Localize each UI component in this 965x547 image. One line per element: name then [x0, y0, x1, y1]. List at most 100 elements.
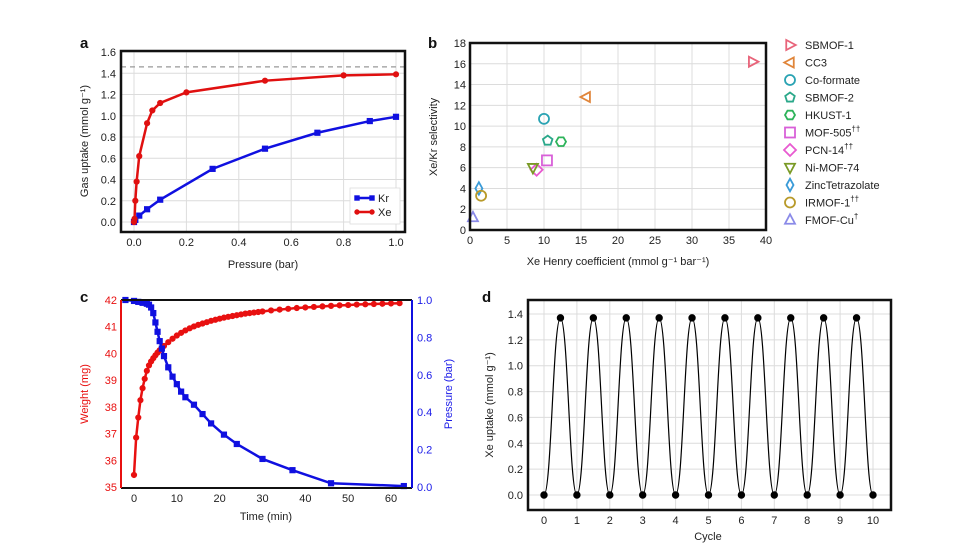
data-point-cycle	[770, 491, 778, 499]
panel-b-selectivity-scatter: b 0 5 10 15 20 25 30 35 40 0 2 4 6 8 10 12 14 16 18 Xe He…	[428, 35, 880, 268]
data-point-cycle	[556, 314, 565, 322]
y-left-tick-label: 37	[105, 429, 117, 441]
panel-c-ylabel-left: Weight (mg)	[79, 364, 91, 424]
data-point-weight	[362, 301, 369, 308]
legend-label-superscript: ††	[851, 125, 860, 134]
data-point-xe	[136, 153, 143, 160]
panel-d-cycling: d 0 1 2 3 4 5 6 7 8 9 10 0.00.20.40.60.81.01.21.4 …	[482, 289, 893, 543]
y-tick-label: 16	[454, 59, 466, 71]
panel-label-d: d	[482, 289, 491, 306]
legend-label-fmof-cu: FMOF-Cu†	[805, 212, 858, 227]
legend-marker-irmof-1	[784, 196, 796, 209]
legend-marker-ni-mof-74	[783, 162, 797, 176]
y-right-tick-label: 1.0	[417, 295, 432, 307]
data-point-cycle	[639, 491, 647, 499]
data-point-weight	[370, 300, 377, 308]
y-tick-label: 1.2	[101, 90, 116, 102]
legend-label-zinctetrazolate: ZincTetrazolate	[805, 180, 880, 192]
data-point-pressure	[289, 467, 296, 474]
panel-c-ylabel-right: Pressure (bar)	[443, 359, 455, 429]
y-right-tick-label: 0.2	[417, 445, 432, 457]
legend-marker-cc3	[782, 56, 795, 69]
panel-label-c: c	[80, 289, 88, 306]
legend-marker-fmof-cu	[783, 212, 797, 225]
x-tick-label: 2	[607, 515, 613, 527]
data-point-xe	[183, 89, 190, 96]
data-point-weight	[396, 300, 403, 307]
data-point-cycle	[819, 314, 828, 322]
y-tick-label: 0.8	[101, 132, 116, 144]
data-point-cc3	[578, 90, 591, 104]
legend-label-superscript: †	[854, 212, 858, 221]
legend-label-co-formate: Co-formate	[805, 75, 860, 87]
panel-a-ylabel: Gas uptake (mmol g⁻¹)	[79, 85, 91, 197]
data-point-weight	[130, 471, 138, 479]
data-point-cycle	[655, 314, 663, 322]
y-left-tick-label: 35	[105, 482, 117, 494]
data-point-irmof-1	[475, 189, 488, 202]
y-tick-label: 10	[454, 121, 466, 133]
data-point-cycle	[737, 491, 746, 499]
x-tick-label: 4	[673, 515, 679, 527]
legend-label-irmof-1: IRMOF-1††	[805, 195, 859, 210]
data-point-weight	[379, 300, 386, 307]
data-point-kr	[209, 165, 216, 172]
data-point-weight	[310, 303, 317, 311]
legend-marker-zinctetrazolate	[785, 176, 795, 194]
y-tick-label: 0	[460, 225, 466, 237]
panel-c-breakthrough: c 0 10 20 30 40 50 60 35 36 37 38 39 40 41 42 0.0 0.2 0…	[79, 289, 455, 523]
x-tick-label: 1	[574, 515, 580, 527]
legend-marker-hkust-1	[783, 109, 797, 121]
data-point-xe	[131, 215, 138, 222]
x-tick-label: 8	[804, 515, 810, 527]
data-point-xe	[133, 178, 140, 185]
y-tick-label: 14	[454, 80, 466, 92]
data-point-weight	[285, 305, 292, 312]
data-point-weight	[173, 332, 180, 339]
legend-label-superscript: ††	[850, 195, 859, 204]
data-point-weight	[302, 304, 309, 311]
x-tick-label: 0	[541, 515, 547, 527]
x-tick-label: 0.2	[179, 237, 194, 249]
panel-b-ylabel: Xe/Kr selectivity	[428, 97, 440, 176]
data-point-kr	[392, 113, 400, 120]
series-line-weight	[132, 301, 400, 476]
y-tick-label: 2	[460, 204, 466, 216]
y-tick-label: 1.0	[101, 111, 116, 123]
panel-label-b: b	[428, 35, 437, 52]
y-left-tick-label: 36	[105, 455, 117, 467]
data-point-pressure	[169, 373, 176, 380]
data-point-xe	[157, 99, 164, 107]
data-point-zinctetrazolate	[474, 180, 484, 197]
data-point-weight	[259, 308, 266, 315]
data-point-cycle	[671, 491, 680, 499]
y-tick-label: 4	[460, 183, 466, 195]
data-point-kr	[366, 117, 373, 125]
data-point-pressure	[327, 480, 335, 487]
panel-a-xlabel: Pressure (bar)	[228, 259, 298, 271]
data-point-weight	[139, 385, 146, 392]
data-point-weight	[336, 302, 343, 309]
data-point-pressure	[178, 388, 185, 395]
data-point-ni-mof-74	[526, 163, 540, 176]
x-tick-label: 0.4	[231, 237, 246, 249]
panel-b-legend: SBMOF-1 CC3 Co-formate SBMOF-2 HKUST-1 MOF-50…	[782, 38, 880, 227]
data-point-cycle	[704, 491, 713, 499]
data-point-pressure	[220, 431, 228, 438]
data-point-weight	[267, 307, 275, 314]
y-tick-label: 1.4	[508, 309, 523, 321]
y-left-tick-label: 41	[105, 322, 117, 334]
data-point-kr	[157, 196, 164, 203]
legend-marker	[369, 195, 375, 201]
legend-box	[349, 187, 401, 225]
legend-marker-sbmof-2	[784, 91, 796, 103]
data-point-cycle	[803, 491, 811, 499]
data-point-weight	[135, 414, 142, 421]
data-point-sbmof-2	[541, 134, 554, 146]
data-point-pressure	[259, 455, 266, 463]
data-point-pressure	[190, 401, 198, 408]
legend-label-pcn-14: PCN-14††	[805, 142, 853, 157]
y-tick-label: 12	[454, 100, 466, 112]
y-left-tick-label: 38	[105, 402, 117, 414]
y-left-tick-label: 39	[105, 375, 117, 387]
